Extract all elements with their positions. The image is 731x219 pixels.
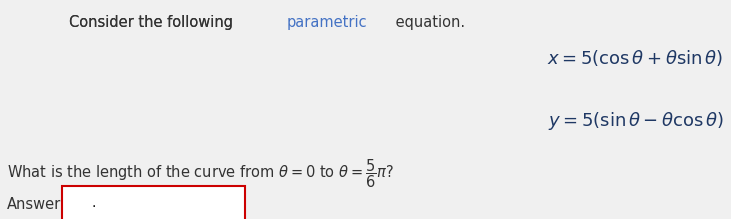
FancyBboxPatch shape [62, 186, 245, 219]
Text: equation.: equation. [391, 15, 465, 30]
Text: Consider the following: Consider the following [69, 15, 238, 30]
Text: parametric: parametric [287, 15, 368, 30]
Text: What is the length of the curve from $\theta = 0$ to $\theta = \dfrac{5}{6}\pi$?: What is the length of the curve from $\t… [7, 158, 394, 190]
Text: $x = 5(\cos\theta + \theta\sin\theta)$: $x = 5(\cos\theta + \theta\sin\theta)$ [548, 48, 724, 68]
Text: Consider the following: Consider the following [69, 15, 238, 30]
Text: Answer:: Answer: [7, 197, 67, 212]
Text: $y = 5(\sin\theta - \theta\cos\theta)$: $y = 5(\sin\theta - \theta\cos\theta)$ [548, 110, 724, 131]
Text: .: . [91, 196, 96, 210]
